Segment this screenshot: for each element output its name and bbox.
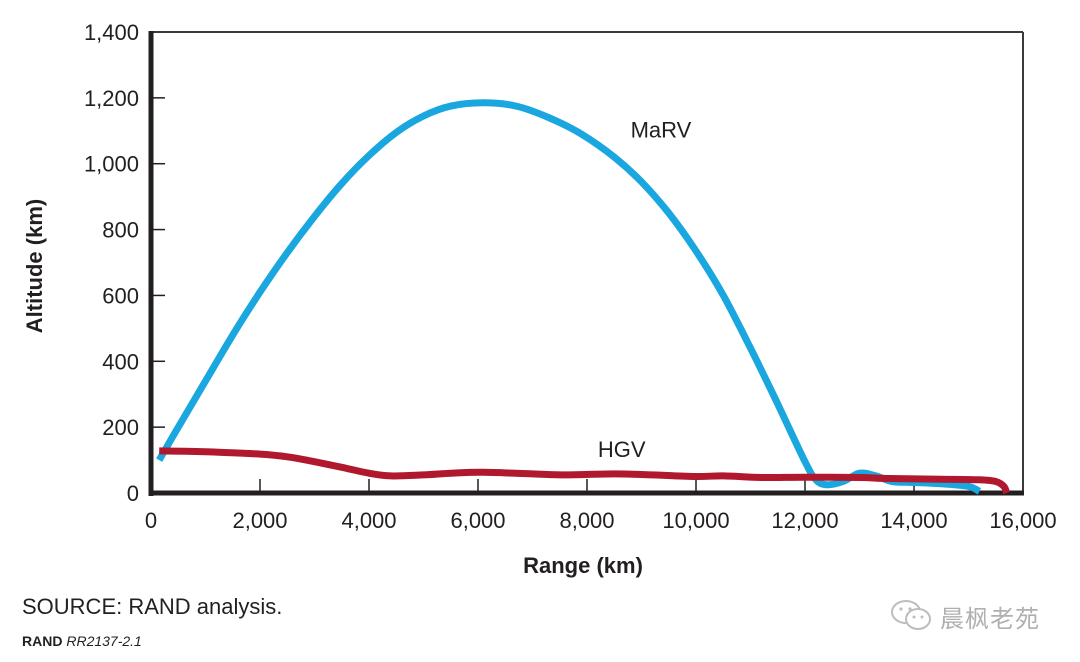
x-tick-label: 2,000 [232,508,287,533]
credit-org: RAND [22,633,63,649]
x-axis-title: Range (km) [523,553,643,578]
y-tick-label: 1,000 [84,152,139,177]
series-labels: MaRV HGV [598,117,692,461]
y-tick-label: 0 [127,481,139,506]
series-line-marv [156,99,982,495]
series-lines [156,99,1010,495]
x-tick-label: 6,000 [450,508,505,533]
y-tick-label: 600 [102,283,139,308]
x-tick-label: 10,000 [662,508,729,533]
series-line-hgv [159,447,1010,495]
watermark: 晨枫老苑 [890,598,1040,634]
x-tick-label: 12,000 [771,508,838,533]
series-label-marv: MaRV [631,117,692,142]
y-tick-label: 1,200 [84,86,139,111]
y-tick-label: 200 [102,415,139,440]
wechat-icon [891,600,931,630]
y-axis-title: Altitude (km) [22,199,47,333]
y-axis: 0 200 400 600 800 1,000 1,200 1,400 [84,20,165,506]
x-tick-label: 8,000 [559,508,614,533]
x-tick-label: 4,000 [341,508,396,533]
y-tick-label: 1,400 [84,20,139,45]
y-tick-label: 800 [102,218,139,243]
x-tick-label: 16,000 [989,508,1056,533]
y-tick-label: 400 [102,349,139,374]
figure-credit: RAND RR2137-2.1 [22,633,142,649]
x-tick-label: 0 [145,508,157,533]
watermark-text: 晨枫老苑 [940,605,1040,633]
source-note: SOURCE: RAND analysis. [22,594,283,619]
x-tick-label: 14,000 [880,508,947,533]
x-axis: 0 2,000 4,000 6,000 8,000 10,000 12,000 14,000 1… [145,479,1057,533]
series-label-hgv: HGV [598,437,646,462]
credit-id: RR2137-2.1 [66,633,142,649]
